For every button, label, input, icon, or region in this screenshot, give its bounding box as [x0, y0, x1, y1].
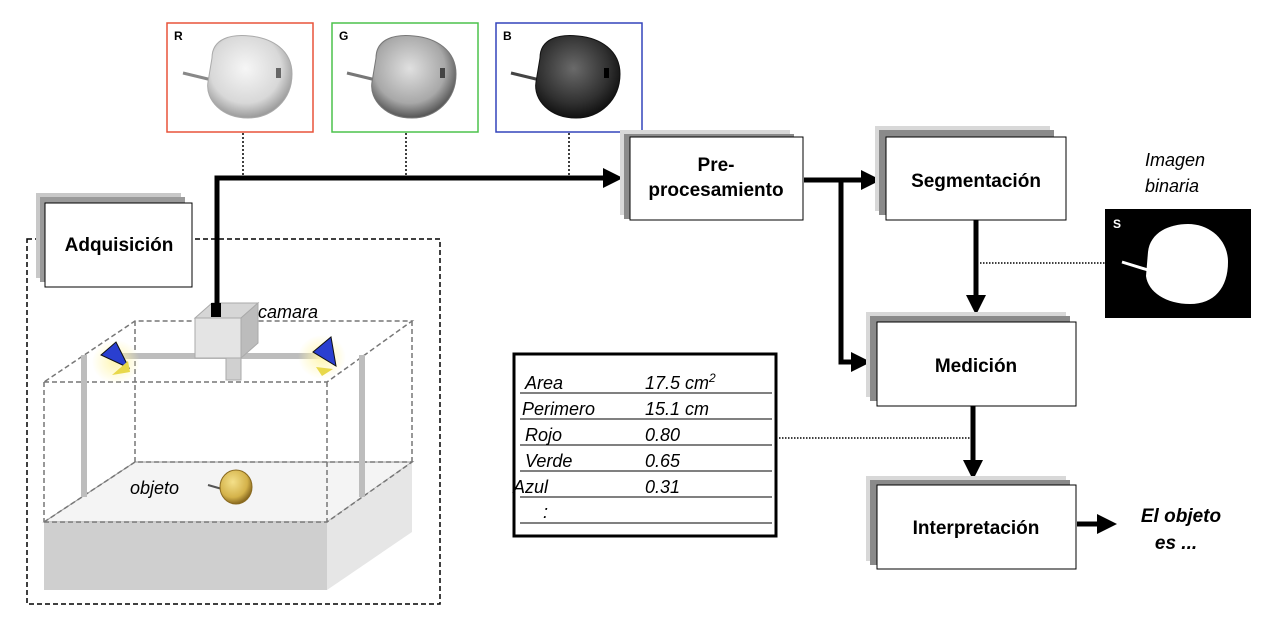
dotted-links [776, 262, 1105, 439]
block-medicion-label: Medición [935, 356, 1017, 377]
flow-arrows [214, 168, 1117, 534]
object-fruit-icon [207, 469, 253, 505]
camera-label: camara [258, 302, 318, 322]
block-interpretacion-label: Interpretación [913, 518, 1040, 539]
block-adquisicion: Adquisición [36, 193, 193, 288]
arrow-camera-to-preprocessing [214, 168, 623, 305]
measurement-value: 0.80 [645, 425, 680, 445]
channel-label-s: S [1113, 217, 1121, 231]
measurement-name: Rojo [525, 425, 562, 445]
measurement-value: 17.5 cm2 [645, 371, 716, 393]
block-medicion: Medición [866, 312, 1077, 407]
block-interpretacion: Interpretación [866, 476, 1077, 570]
measurement-unit-superscript: 2 [708, 371, 716, 385]
binary-image: S [1105, 209, 1251, 318]
channel-label-g: G [339, 29, 348, 43]
object-label: objeto [130, 478, 179, 498]
binary-image-label-1: Imagen [1145, 150, 1205, 170]
measurement-value: 15.1 cm [645, 399, 709, 419]
measurement-name: : [543, 502, 548, 522]
result-label-1: El objeto [1141, 506, 1221, 527]
arrow-preprocessing-to-medicion [838, 180, 871, 372]
block-adquisicion-label: Adquisición [65, 235, 174, 256]
measurement-value: 0.65 [645, 451, 681, 471]
block-preprocesamiento: Pre- procesamiento [620, 130, 804, 221]
measurement-name: Area [524, 373, 563, 393]
channel-image-r: R [166, 22, 314, 133]
measurement-value: 0.31 [645, 477, 680, 497]
light-box-frame [41, 320, 415, 523]
measurement-name: Verde [525, 451, 572, 471]
binary-image-label-2: binaria [1145, 176, 1199, 196]
result-label-2: es ... [1155, 533, 1197, 554]
camera-icon [193, 301, 260, 381]
lamp-right-icon [298, 335, 346, 379]
block-segmentacion-label: Segmentación [911, 171, 1041, 192]
lamp-left-icon [92, 340, 140, 384]
block-segmentacion: Segmentación [875, 126, 1067, 221]
measurement-name: Azul [512, 477, 549, 497]
channel-image-b: B [495, 22, 643, 133]
measurement-name: Perimero [522, 399, 595, 419]
channel-label-r: R [174, 29, 183, 43]
channel-image-g: G [331, 22, 479, 133]
channel-connectors [242, 133, 570, 177]
block-preprocesamiento-label-1: Pre- [698, 155, 735, 176]
acquisition-region [26, 238, 441, 605]
measurements-table: Area 17.5 cm2 Perimero 15.1 cm Rojo 0.80 Verde… [512, 352, 778, 538]
block-preprocesamiento-label-2: procesamiento [648, 180, 783, 201]
channel-label-b: B [503, 29, 512, 43]
